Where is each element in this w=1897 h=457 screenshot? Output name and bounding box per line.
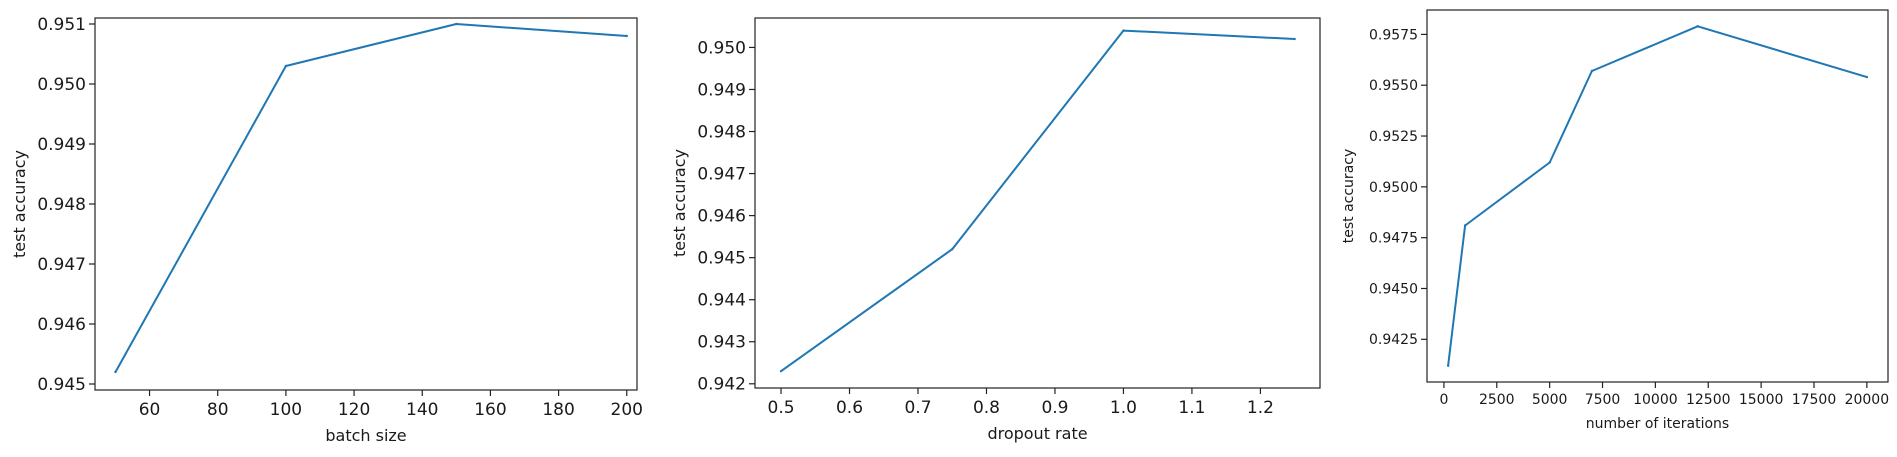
y-tick-label: 0.9550 bbox=[1369, 78, 1418, 94]
chart-panel-1: 60 80 100 120 140 160 180 200 0.945 0.946 0.947 0.9… bbox=[10, 15, 643, 445]
y-tick-label: 0.9525 bbox=[1369, 129, 1418, 145]
x-tick-label: 20000 bbox=[1845, 392, 1890, 408]
y-tick-label: 0.951 bbox=[37, 15, 86, 35]
data-point bbox=[1548, 161, 1551, 164]
data-point bbox=[1590, 69, 1594, 73]
x-tick-label: 200 bbox=[611, 400, 643, 420]
x-tick-label: 80 bbox=[207, 400, 229, 420]
x-tick-label: 7500 bbox=[1585, 392, 1621, 408]
x-tick-label: 2500 bbox=[1479, 392, 1515, 408]
data-point bbox=[284, 64, 288, 68]
y-tick-label: 0.950 bbox=[697, 38, 746, 58]
data-point bbox=[1446, 364, 1450, 367]
x-axis-label: number of iterations bbox=[1586, 416, 1729, 432]
x-tick-label: 0.8 bbox=[973, 398, 1000, 418]
y-tick-label: 0.948 bbox=[37, 195, 86, 215]
x-tick-label: 100 bbox=[270, 400, 302, 420]
x-axis-label: batch size bbox=[325, 426, 406, 445]
data-point bbox=[1865, 75, 1869, 79]
y-tick-label: 0.948 bbox=[697, 122, 746, 142]
y-tick-label: 0.949 bbox=[37, 135, 86, 155]
data-point bbox=[625, 34, 628, 38]
data-point bbox=[1122, 29, 1125, 32]
data-point bbox=[1696, 25, 1699, 28]
x-tick-label: 0.6 bbox=[836, 398, 863, 418]
x-tick-label: 160 bbox=[474, 400, 506, 420]
y-tick-label: 0.947 bbox=[697, 165, 746, 185]
plot-frame bbox=[1426, 9, 1889, 383]
x-tick-label: 10000 bbox=[1633, 392, 1678, 408]
y-tick-label: 0.9425 bbox=[1369, 332, 1418, 348]
y-axis-label: test accuracy bbox=[1341, 149, 1357, 244]
y-tick-label: 0.9450 bbox=[1369, 281, 1418, 297]
y-tick-label: 0.943 bbox=[697, 333, 746, 353]
x-tick-label: 0.9 bbox=[1041, 398, 1068, 418]
y-axis-label: test accuracy bbox=[10, 150, 29, 258]
data-point bbox=[114, 370, 117, 374]
series-line bbox=[114, 23, 627, 373]
y-tick-label: 0.946 bbox=[697, 207, 746, 227]
x-tick-label: 17500 bbox=[1792, 392, 1837, 408]
chart-panel-3: 0 2500 5000 7500 10000 12500 15000 17500 20000 0.… bbox=[1341, 9, 1890, 432]
plot-frame bbox=[754, 17, 1321, 389]
x-tick-label: 120 bbox=[338, 400, 370, 420]
x-tick-label: 0.7 bbox=[904, 398, 931, 418]
x-tick-label: 1.2 bbox=[1247, 398, 1274, 418]
x-tick-label: 12500 bbox=[1686, 392, 1731, 408]
y-tick-label: 0.942 bbox=[697, 375, 746, 395]
x-tick-label: 1.1 bbox=[1178, 398, 1205, 418]
data-point bbox=[779, 369, 783, 373]
x-tick-label: 180 bbox=[542, 400, 574, 420]
y-tick-label: 0.949 bbox=[697, 80, 746, 100]
y-tick-label: 0.9475 bbox=[1369, 231, 1418, 247]
data-point bbox=[1463, 224, 1467, 227]
data-point bbox=[951, 248, 954, 251]
x-tick-label: 0 bbox=[1439, 392, 1448, 408]
y-tick-label: 0.945 bbox=[37, 375, 86, 395]
x-tick-label: 5000 bbox=[1532, 392, 1568, 408]
chart-panel-2: 0.5 0.6 0.7 0.8 0.9 1.0 1.1 1.2 0.942 0.943 0.944 0… bbox=[670, 17, 1321, 443]
x-tick-label: 15000 bbox=[1739, 392, 1784, 408]
y-tick-label: 0.945 bbox=[697, 249, 746, 269]
y-tick-label: 0.947 bbox=[37, 255, 86, 275]
data-point bbox=[455, 22, 458, 26]
y-tick-label: 0.9575 bbox=[1369, 27, 1418, 43]
y-axis-label: test accuracy bbox=[670, 149, 689, 257]
y-tick-label: 0.950 bbox=[37, 75, 86, 95]
data-point bbox=[1293, 37, 1296, 41]
x-tick-label: 140 bbox=[406, 400, 438, 420]
x-tick-label: 1.0 bbox=[1110, 398, 1137, 418]
y-tick-label: 0.9500 bbox=[1369, 180, 1418, 196]
y-tick-label: 0.946 bbox=[37, 315, 86, 335]
x-tick-label: 0.5 bbox=[768, 398, 795, 418]
plot-frame bbox=[94, 17, 638, 391]
series-line bbox=[780, 29, 1295, 373]
y-tick-label: 0.944 bbox=[697, 291, 746, 311]
series-line bbox=[1447, 25, 1868, 366]
x-tick-label: 60 bbox=[139, 400, 161, 420]
x-axis-label: dropout rate bbox=[987, 424, 1087, 443]
